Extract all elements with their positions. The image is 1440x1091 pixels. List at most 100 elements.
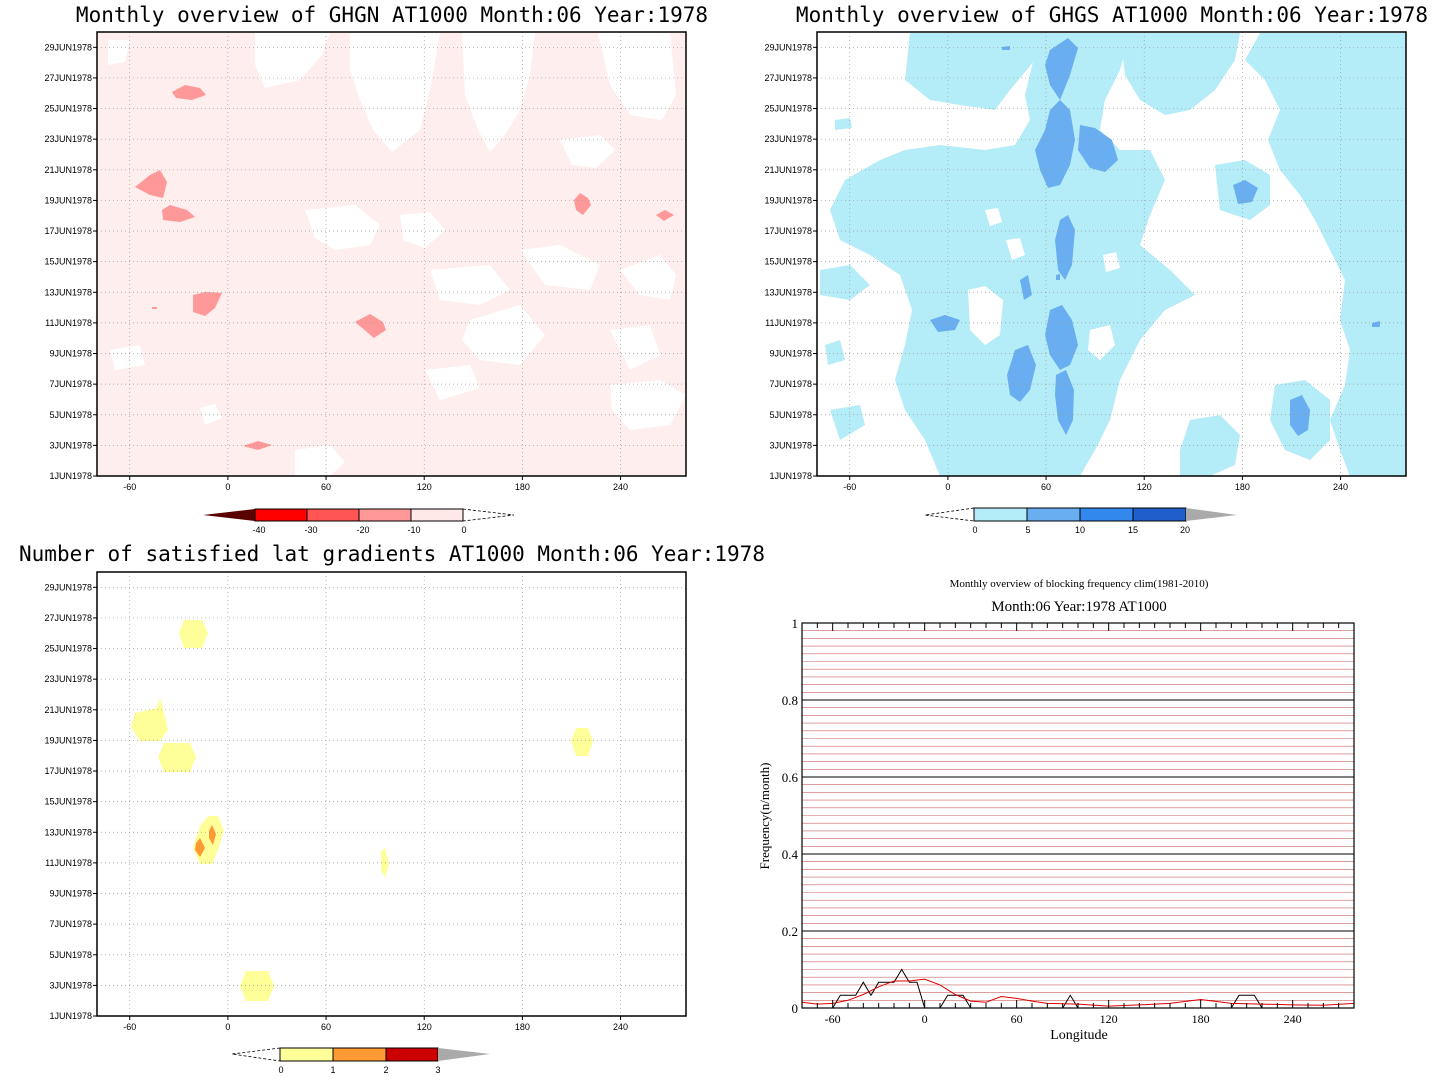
ghgn-axes: -60 0 60 120 180 240 29JUN1978 27JUN1978 25JUN19…	[44, 42, 628, 492]
y-tick-label: 1JUN1978	[769, 471, 812, 481]
latgrad-colorbar-low-arrow	[231, 1047, 281, 1062]
y-tick-label: 29JUN1978	[764, 42, 812, 52]
x-tick-label: 120	[417, 482, 432, 492]
y-tick-label: 13JUN1978	[764, 287, 812, 297]
ghgs-colorbar-high-arrow	[1186, 508, 1237, 521]
blocking-ylabel: Frequency(n/month)	[757, 763, 772, 870]
ghgs-colorbar-dividers	[1026, 508, 1134, 521]
x-tick-label: -60	[825, 1012, 841, 1026]
ghgs-colorbar-swatch-1	[974, 508, 1027, 521]
ghgs-white-holes	[968, 208, 1120, 360]
y-tick-label: 17JUN1978	[764, 226, 812, 236]
y-tick-label: 5JUN1978	[49, 410, 92, 420]
blocking-axes: 0 0.2 0.4 0.6 0.8 1 -60 0 60 120 180 240	[782, 616, 1355, 1026]
latgrad-colorbar-dividers	[332, 1048, 387, 1061]
ghgn-colorbar-swatch-1	[255, 509, 307, 521]
ghgn-panel: Monthly overview of GHGN AT1000 Month:06…	[44, 3, 708, 535]
y-tick-label: 11JUN1978	[45, 858, 92, 868]
latgrad-colorbar-label: 3	[435, 1065, 440, 1075]
x-tick-label: 0	[922, 1012, 928, 1026]
latgrad-colorbar-swatch-3	[386, 1048, 438, 1061]
y-tick-label: 0	[792, 1001, 799, 1016]
y-tick-label: 0.4	[782, 847, 799, 862]
x-tick-label: -60	[123, 1022, 136, 1032]
y-tick-label: 23JUN1978	[764, 134, 812, 144]
ghgs-colorbar-label: 15	[1128, 525, 1138, 535]
y-tick-label: 15JUN1978	[44, 257, 92, 267]
x-tick-label: 180	[1235, 482, 1250, 492]
ghgn-colorbar-label: 0	[461, 525, 466, 535]
y-tick-label: 13JUN1978	[44, 287, 92, 297]
ghgs-frame	[816, 31, 1407, 477]
latgrad-axes: -60 0 60 120 180 240 29JUN1978 27JUN1978 25JUN19…	[44, 582, 628, 1032]
y-tick-label: 9JUN1978	[49, 349, 92, 359]
y-tick-label: 17JUN1978	[44, 226, 92, 236]
ghgs-colorbar-label: 0	[972, 525, 977, 535]
latgrad-colorbar-label: 1	[330, 1065, 335, 1075]
y-tick-label: 5JUN1978	[769, 410, 812, 420]
y-tick-label: 19JUN1978	[764, 195, 812, 205]
ghgs-colorbar-label: 10	[1075, 525, 1085, 535]
ghgn-title: Monthly overview of GHGN AT1000 Month:06…	[76, 3, 708, 27]
y-tick-label: 7JUN1978	[49, 379, 92, 389]
x-tick-label: 120	[1100, 1012, 1118, 1026]
latgrad-colorbar-high-arrow	[438, 1048, 490, 1061]
x-tick-label: 60	[321, 482, 331, 492]
ghgn-colorbar-low-arrow	[203, 509, 255, 521]
ghgn-colorbar-label: -20	[356, 525, 369, 535]
x-tick-label: -60	[123, 482, 136, 492]
ghgs-colorbar: 0 5 10 15 20	[924, 507, 1237, 535]
latgrad-colorbar-label: 2	[383, 1065, 388, 1075]
latgrad-colorbar-swatch-2	[333, 1048, 386, 1061]
blocking-subtitle: Month:06 Year:1978 AT1000	[991, 599, 1166, 615]
latgrad-panel: Number of satisfied lat gradients AT1000…	[19, 542, 765, 1075]
y-tick-label: 25JUN1978	[44, 104, 92, 114]
y-tick-label: 1JUN1978	[49, 1011, 92, 1021]
y-tick-label: 9JUN1978	[49, 889, 92, 899]
x-tick-label: 120	[417, 1022, 432, 1032]
y-tick-label: 19JUN1978	[44, 735, 92, 745]
ghgs-colorbar-label: 20	[1180, 525, 1190, 535]
y-tick-label: 17JUN1978	[44, 766, 92, 776]
x-tick-label: 240	[613, 1022, 628, 1032]
latgrad-title: Number of satisfied lat gradients AT1000…	[19, 542, 765, 566]
latgrad-colorbar-swatch-1	[280, 1048, 333, 1061]
ghgs-colorbar-swatch-4	[1133, 508, 1186, 521]
ghgs-title: Monthly overview of GHGS AT1000 Month:06…	[796, 3, 1428, 27]
y-tick-label: 1JUN1978	[49, 471, 92, 481]
y-tick-label: 11JUN1978	[765, 318, 812, 328]
ghgn-colorbar-label: -10	[407, 525, 420, 535]
ghgs-colorbar-label: 5	[1025, 525, 1030, 535]
y-tick-label: 9JUN1978	[769, 349, 812, 359]
series-line-observed	[802, 968, 1354, 1009]
y-tick-label: 19JUN1978	[44, 195, 92, 205]
blocking-panel: Monthly overview of blocking frequency c…	[757, 578, 1355, 1043]
y-tick-label: 5JUN1978	[49, 950, 92, 960]
y-tick-label: 21JUN1978	[44, 705, 92, 715]
x-tick-label: 240	[1333, 482, 1348, 492]
y-tick-label: 27JUN1978	[764, 73, 812, 83]
x-tick-label: 180	[515, 1022, 530, 1032]
y-tick-label: 21JUN1978	[764, 165, 812, 175]
ghgn-colorbar: -40 -30 -20 -10 0	[203, 508, 515, 535]
y-tick-label: 3JUN1978	[49, 980, 92, 990]
latgrad-colorbar: 0 1 2 3	[231, 1047, 490, 1075]
blocking-title: Monthly overview of blocking frequency c…	[950, 578, 1209, 590]
y-tick-label: 11JUN1978	[45, 318, 92, 328]
latgrad-low-patches	[131, 620, 593, 1001]
x-tick-label: 60	[321, 1022, 331, 1032]
x-tick-label: 0	[945, 482, 950, 492]
y-tick-label: 0.6	[782, 770, 799, 785]
x-tick-label: 60	[1011, 1012, 1023, 1026]
x-tick-label: 0	[225, 1022, 230, 1032]
y-tick-label: 15JUN1978	[44, 797, 92, 807]
blocking-series	[801, 968, 1355, 1009]
y-tick-label: 23JUN1978	[44, 134, 92, 144]
y-tick-label: 15JUN1978	[764, 257, 812, 267]
ghgn-colorbar-swatch-3	[359, 509, 411, 521]
x-tick-label: 180	[1192, 1012, 1210, 1026]
x-tick-label: 180	[515, 482, 530, 492]
y-tick-label: 13JUN1978	[44, 827, 92, 837]
blocking-grid	[802, 630, 1354, 1001]
ghgs-colorbar-low-arrow	[924, 507, 975, 522]
